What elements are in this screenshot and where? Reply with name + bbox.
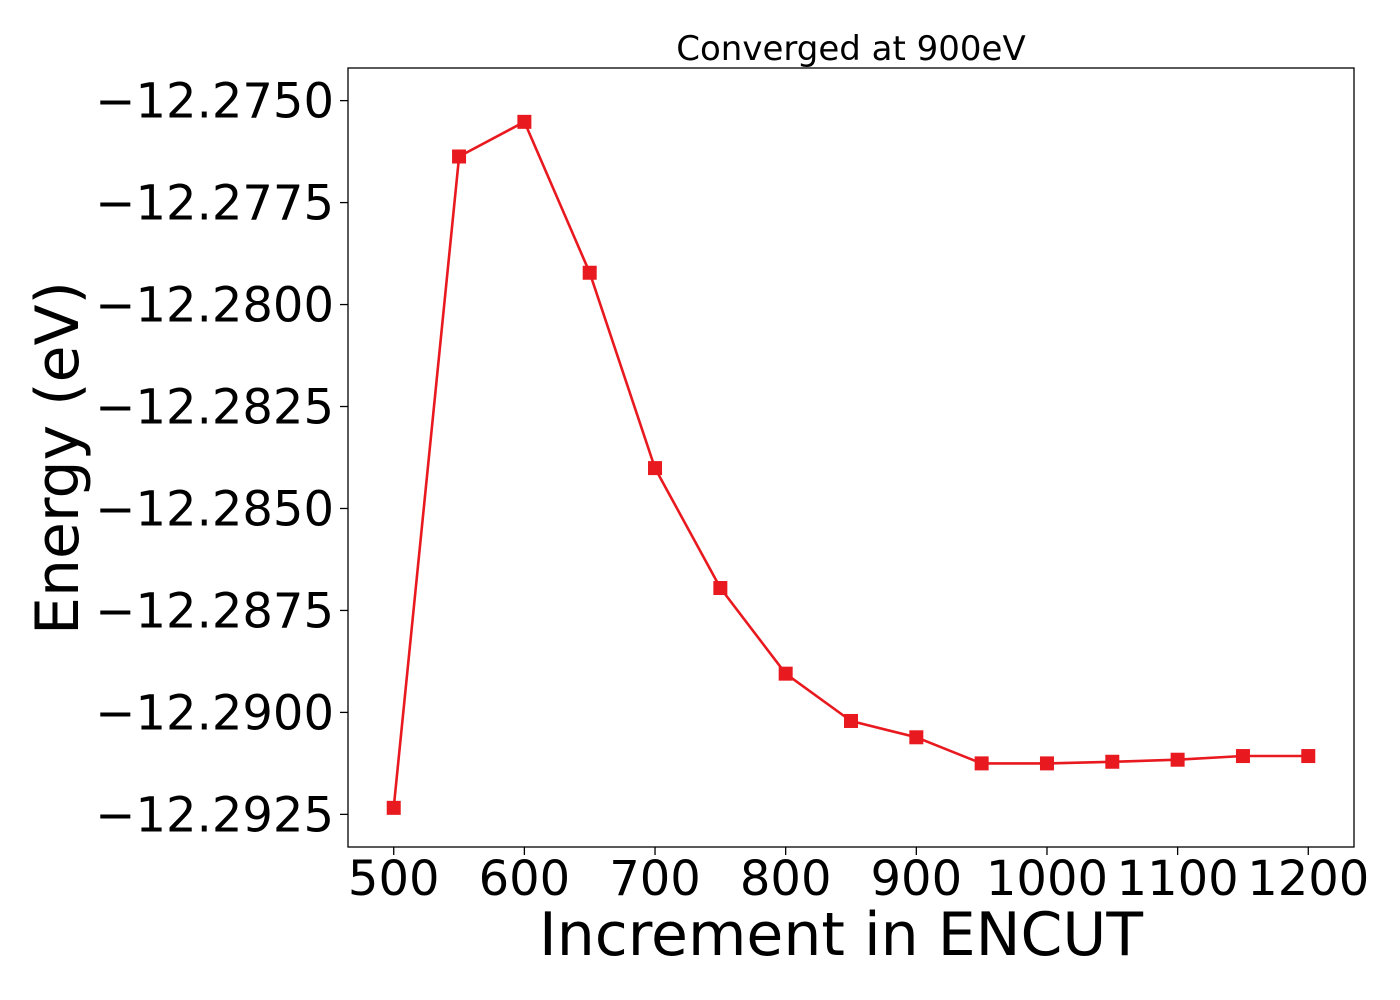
data-point-marker bbox=[582, 265, 597, 280]
data-point-marker bbox=[1039, 756, 1054, 771]
data-point-marker bbox=[648, 461, 663, 476]
data-point-marker bbox=[1301, 749, 1316, 764]
x-tick-label: 600 bbox=[479, 851, 571, 907]
y-axis-title: Energy (eV) bbox=[23, 281, 93, 635]
y-tick-label: −12.2775 bbox=[95, 176, 334, 232]
x-tick-label: 800 bbox=[740, 851, 832, 907]
series-layer bbox=[386, 114, 1316, 815]
y-tick-label: −12.2875 bbox=[95, 583, 334, 639]
data-point-marker bbox=[386, 800, 401, 815]
x-tick-label: 900 bbox=[871, 851, 963, 907]
data-point-marker bbox=[517, 114, 532, 129]
plot-background bbox=[348, 68, 1354, 847]
y-tick-label: −12.2800 bbox=[95, 278, 334, 334]
y-tick-label: −12.2925 bbox=[95, 787, 334, 843]
x-tick-label: 500 bbox=[348, 851, 440, 907]
y-tick-label: −12.2750 bbox=[95, 74, 334, 130]
y-tick-label: −12.2850 bbox=[95, 481, 334, 537]
data-point-marker bbox=[778, 666, 793, 681]
data-point-marker bbox=[844, 713, 858, 728]
x-axis-title: Increment in ENCUT bbox=[539, 900, 1143, 970]
x-axis: 500 600 700 800 900 1000 1100 1200 bbox=[348, 847, 1369, 907]
y-tick-label: −12.2825 bbox=[95, 380, 334, 436]
y-tick-label: −12.2900 bbox=[95, 685, 334, 741]
data-point-marker bbox=[1105, 754, 1120, 769]
chart-title: Converged at 900eV bbox=[676, 29, 1025, 69]
plot-frame bbox=[347, 67, 1355, 848]
x-tick-label: 700 bbox=[609, 851, 701, 907]
y-axis: −12.2925 −12.2900 −12.2875 −12.2850 −12.2825… bbox=[95, 74, 348, 843]
data-point-marker bbox=[909, 730, 924, 745]
x-tick-label: 1100 bbox=[1117, 851, 1239, 907]
data-point-marker bbox=[452, 149, 467, 164]
x-tick-label: 1200 bbox=[1247, 851, 1369, 907]
data-point-marker bbox=[713, 581, 728, 596]
x-tick-label: 1000 bbox=[986, 851, 1108, 907]
data-point-marker bbox=[974, 756, 989, 771]
data-point-marker bbox=[1170, 752, 1185, 767]
data-point-marker bbox=[1235, 749, 1250, 764]
